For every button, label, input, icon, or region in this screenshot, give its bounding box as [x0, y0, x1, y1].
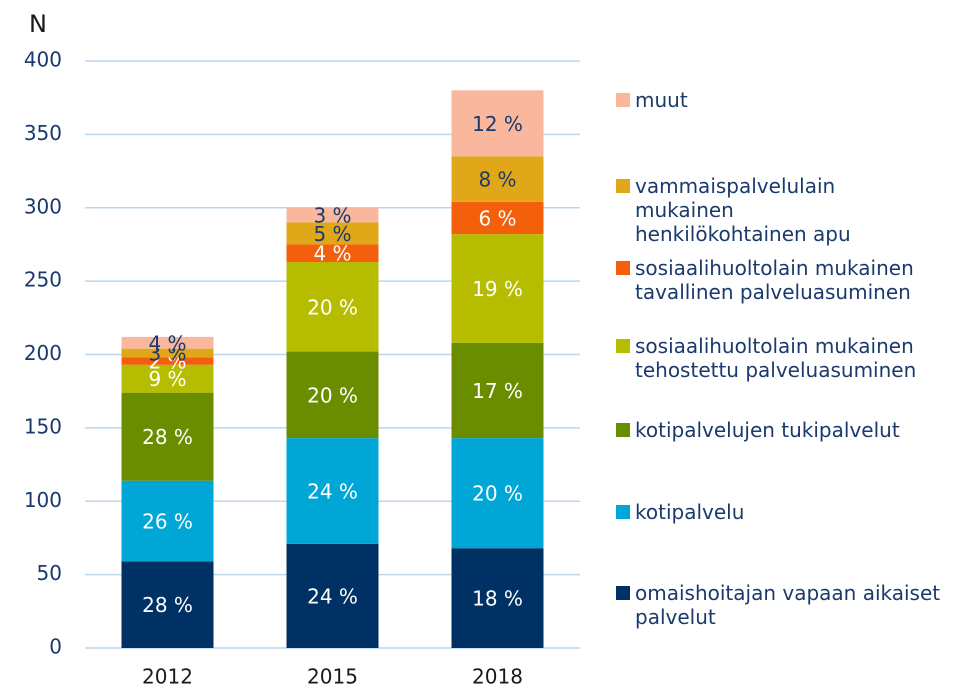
- y-tick-label: 350: [24, 121, 62, 145]
- data-label: 28 %: [142, 425, 193, 449]
- bar-segment: [451, 548, 544, 648]
- data-label: 19 %: [472, 277, 523, 301]
- bar-segment: [286, 438, 379, 544]
- y-tick-label: 150: [24, 414, 62, 438]
- data-label: 20 %: [307, 383, 358, 407]
- data-label: 26 %: [142, 510, 193, 534]
- legend-swatch: [616, 179, 630, 193]
- y-tick-label: 200: [24, 341, 62, 365]
- x-tick-label: 2018: [472, 665, 523, 689]
- bar-segment: [121, 348, 214, 358]
- data-label: 24 %: [307, 479, 358, 503]
- bar-segment: [121, 364, 214, 393]
- y-tick-label: 300: [24, 194, 62, 218]
- x-tick-label: 2015: [307, 665, 358, 689]
- data-label: 24 %: [307, 584, 358, 608]
- bar-segment: [451, 156, 544, 202]
- data-label: 20 %: [307, 295, 358, 319]
- y-tick-label: 50: [37, 561, 62, 585]
- legend-item: omaishoitajan vapaan aikaiset palvelut: [616, 581, 966, 629]
- bar-segment: [121, 336, 214, 349]
- y-tick-label: 250: [24, 268, 62, 292]
- legend-swatch: [616, 505, 630, 519]
- legend-label: kotipalvelujen tukipalvelut: [635, 418, 900, 442]
- y-axis-label: N: [29, 10, 47, 38]
- legend-label: sosiaalihuoltolain mukainen tehostettu p…: [635, 334, 917, 382]
- bar-segment: [451, 234, 544, 343]
- bar-segment: [451, 201, 544, 235]
- data-label: 5 %: [313, 222, 351, 246]
- data-label: 9 %: [148, 367, 186, 391]
- data-label: 17 %: [472, 379, 523, 403]
- y-tick-label: 400: [24, 48, 62, 72]
- y-tick-label: 100: [24, 488, 62, 512]
- bar-segment: [451, 342, 544, 439]
- data-label: 20 %: [472, 482, 523, 506]
- legend-item: sosiaalihuoltolain mukainen tavallinen p…: [616, 256, 974, 304]
- bar-segment: [286, 222, 379, 245]
- data-label: 4 %: [313, 242, 351, 266]
- bar-segment: [286, 244, 379, 263]
- data-label: 18 %: [472, 587, 523, 611]
- bar-segment: [121, 392, 214, 481]
- legend-item: kotipalvelu: [616, 500, 966, 524]
- legend-label: kotipalvelu: [635, 500, 745, 524]
- data-label: 6 %: [478, 207, 516, 231]
- legend-swatch: [616, 339, 630, 353]
- legend-label: vammaispalvelulain mukainen henkilökohta…: [635, 174, 851, 246]
- legend-swatch: [616, 423, 630, 437]
- bar-segment: [451, 90, 544, 157]
- bar-segment: [121, 480, 214, 562]
- bar-segment: [121, 561, 214, 648]
- data-label: 4 %: [148, 331, 186, 355]
- legend-item: muut: [616, 88, 966, 112]
- data-label: 28 %: [142, 593, 193, 617]
- y-tick-label: 0: [49, 635, 62, 659]
- bar-segment: [286, 207, 379, 223]
- legend-label: omaishoitajan vapaan aikaiset palvelut: [635, 581, 941, 629]
- legend-item: kotipalvelujen tukipalvelut: [616, 418, 966, 442]
- x-tick-label: 2012: [142, 665, 193, 689]
- bar-segment: [286, 262, 379, 352]
- legend-label: sosiaalihuoltolain mukainen tavallinen p…: [635, 256, 914, 304]
- legend-item: sosiaalihuoltolain mukainen tehostettu p…: [616, 334, 974, 382]
- bar-segment: [451, 438, 544, 549]
- legend-swatch: [616, 93, 630, 107]
- legend-swatch: [616, 261, 630, 275]
- data-label: 3 %: [313, 204, 351, 228]
- legend-item: vammaispalvelulain mukainen henkilökohta…: [616, 174, 866, 246]
- bar-segment: [121, 357, 214, 365]
- legend-swatch: [616, 586, 630, 600]
- legend-label: muut: [635, 88, 688, 112]
- data-label: 12 %: [472, 112, 523, 136]
- bar-segment: [286, 543, 379, 648]
- bar-segment: [286, 351, 379, 439]
- data-label: 8 %: [478, 168, 516, 192]
